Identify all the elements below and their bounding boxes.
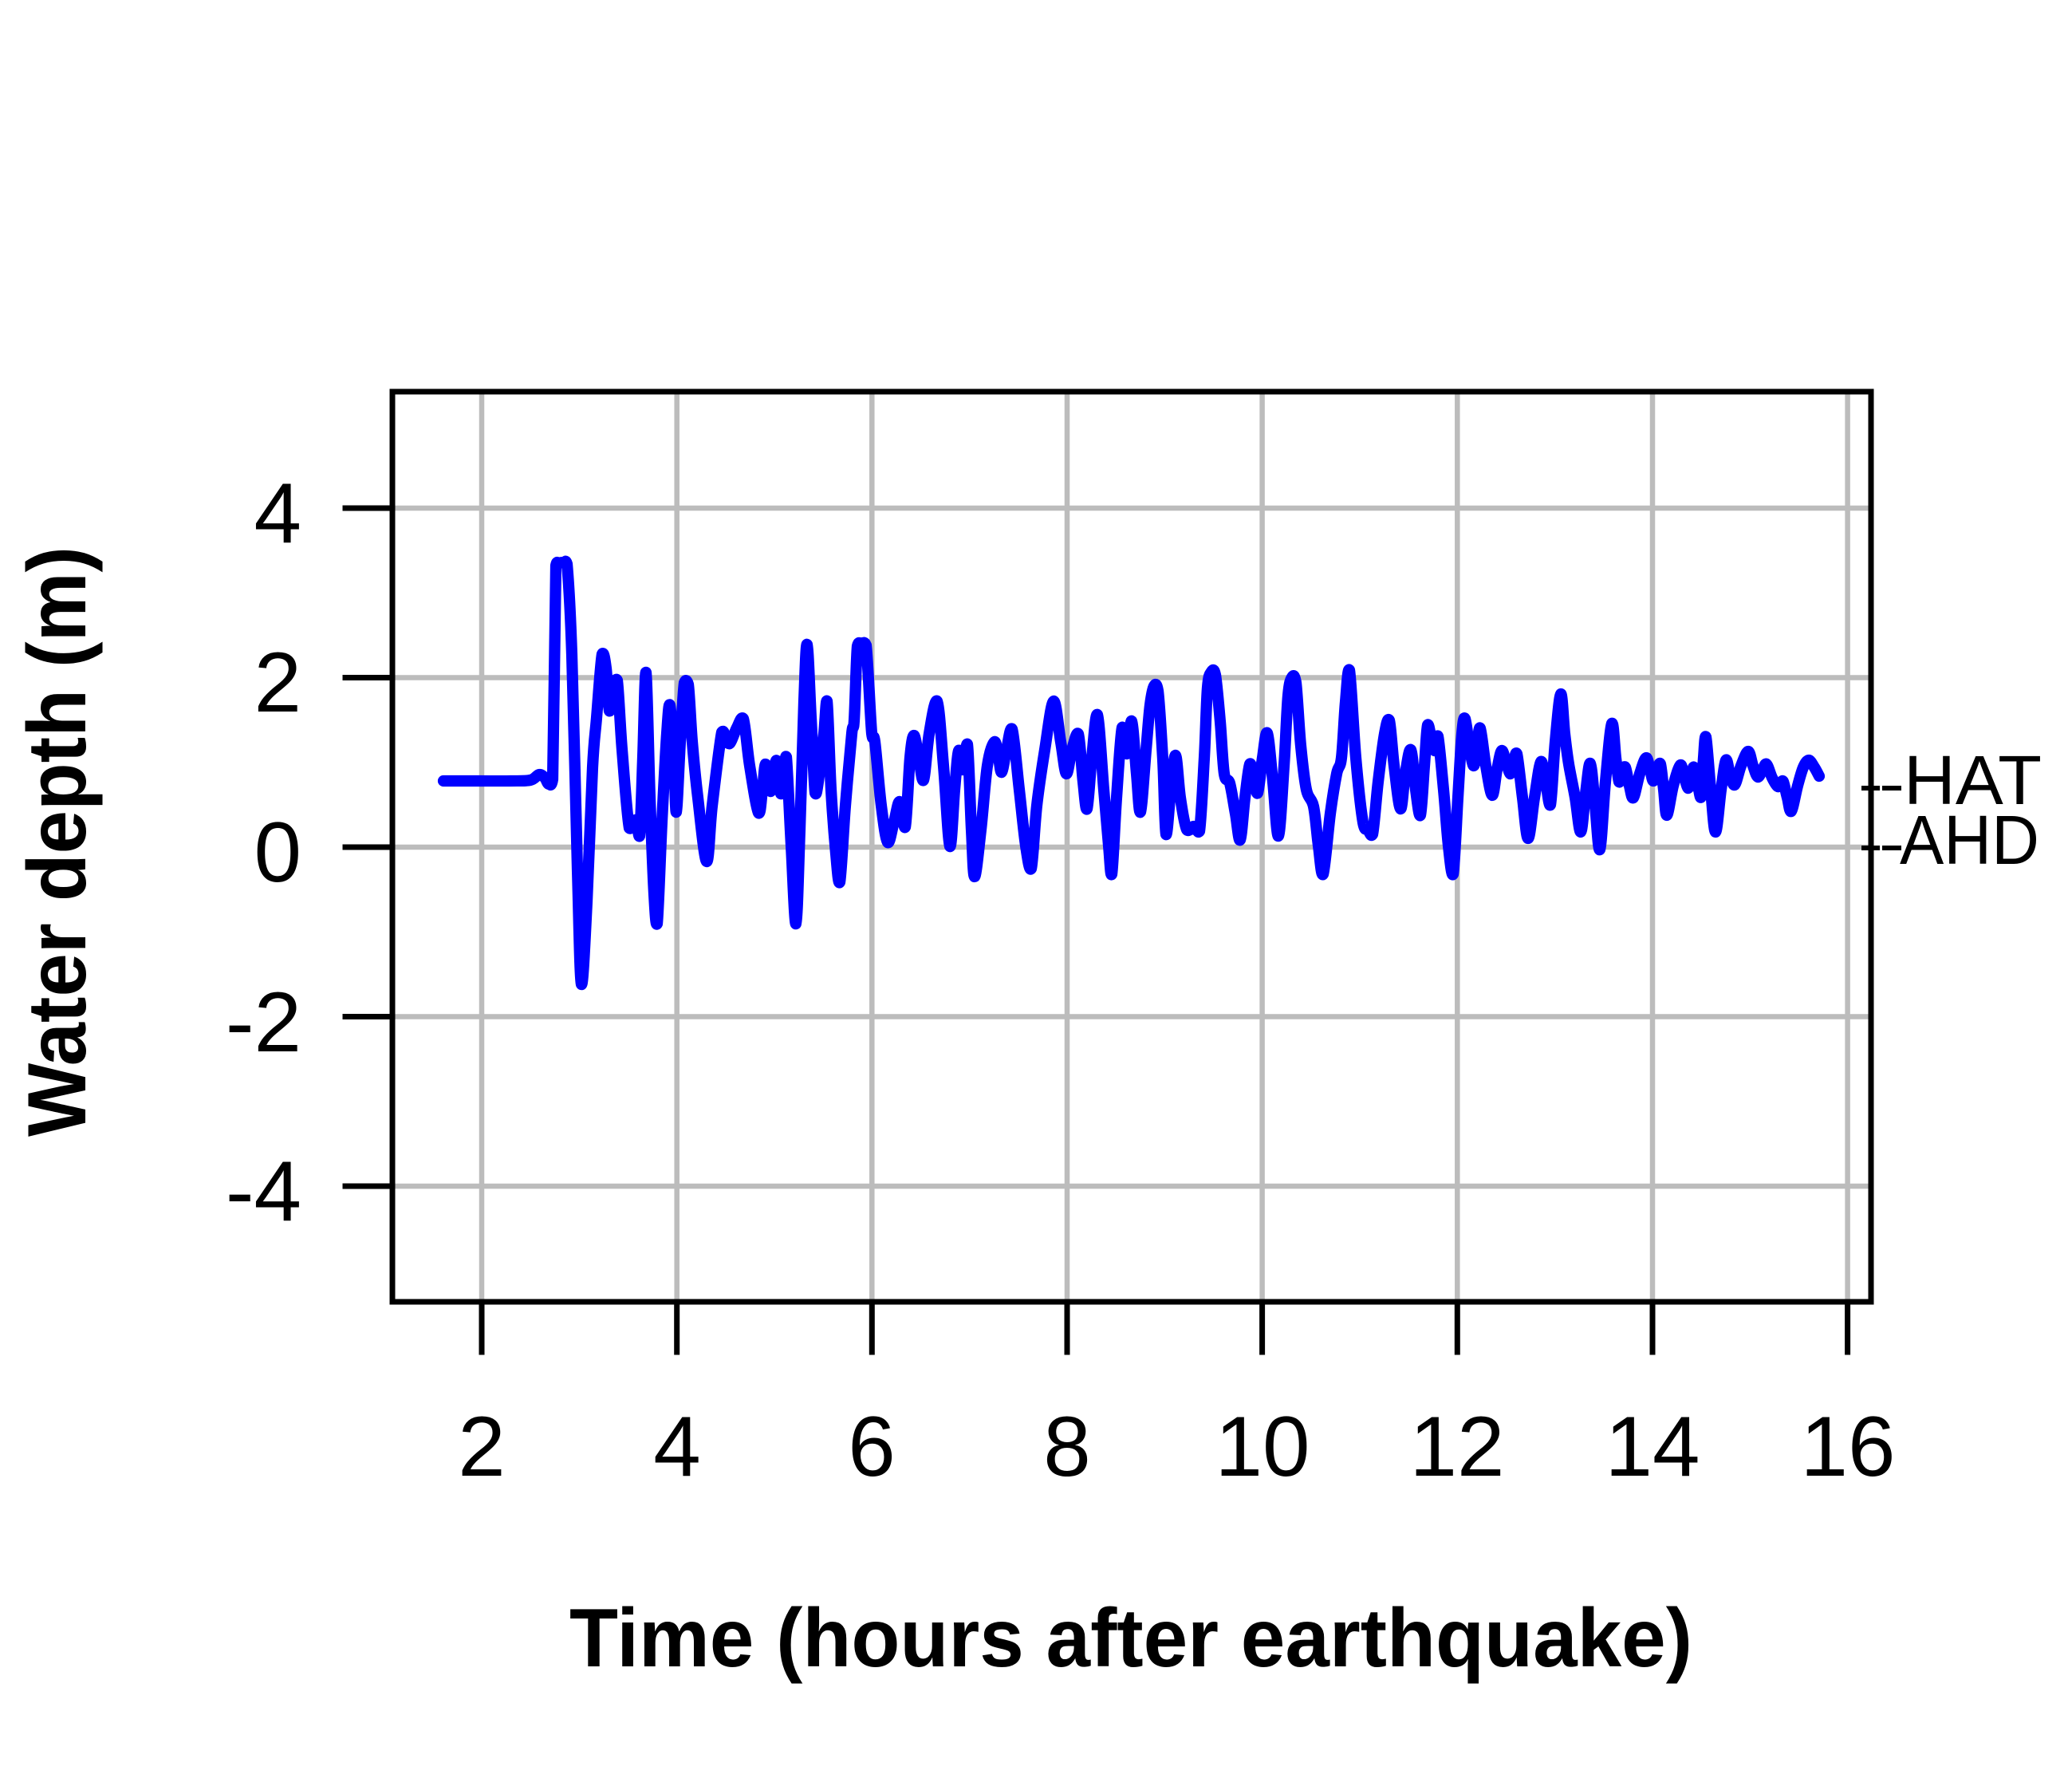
svg-text:-4: -4 [226, 1143, 301, 1239]
svg-text:Water depth (m): Water depth (m) [11, 546, 104, 1137]
svg-text:4: 4 [653, 1398, 701, 1494]
svg-text:16: 16 [1800, 1398, 1895, 1494]
svg-text:-2: -2 [226, 974, 301, 1070]
svg-text:4: 4 [254, 465, 301, 561]
svg-text:8: 8 [1043, 1398, 1091, 1494]
svg-text:14: 14 [1605, 1398, 1700, 1494]
svg-text:AHD: AHD [1900, 802, 2039, 879]
svg-text:6: 6 [848, 1398, 896, 1494]
svg-text:2: 2 [458, 1398, 506, 1494]
svg-text:HAT: HAT [1904, 742, 2042, 819]
svg-text:0: 0 [254, 804, 301, 900]
svg-text:12: 12 [1409, 1398, 1504, 1494]
svg-text:10: 10 [1215, 1398, 1310, 1494]
svg-text:2: 2 [254, 634, 301, 730]
svg-text:Time (hours after earthquake): Time (hours after earthquake) [569, 1592, 1692, 1685]
